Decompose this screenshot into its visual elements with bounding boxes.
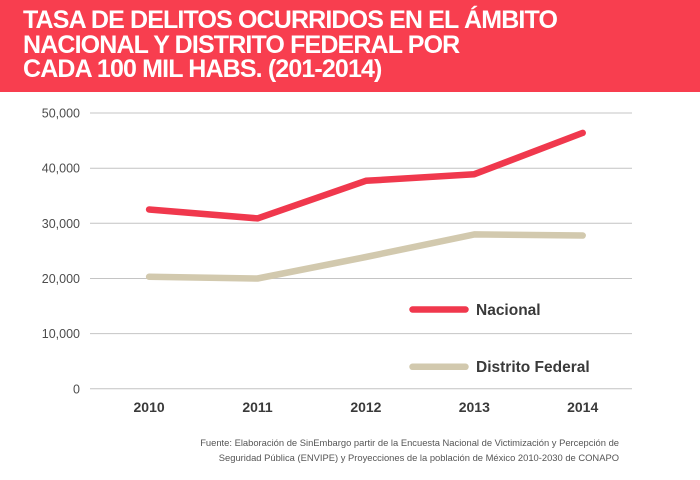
svg-text:2012: 2012	[350, 399, 381, 415]
svg-text:50,000: 50,000	[42, 107, 80, 121]
svg-text:Distrito Federal: Distrito Federal	[476, 359, 590, 376]
svg-text:2014: 2014	[567, 399, 598, 415]
svg-text:2011: 2011	[242, 399, 273, 415]
svg-text:2013: 2013	[459, 399, 490, 415]
svg-text:40,000: 40,000	[42, 162, 80, 176]
svg-text:2010: 2010	[134, 399, 165, 415]
svg-text:30,000: 30,000	[42, 217, 80, 231]
svg-text:0: 0	[73, 382, 80, 396]
svg-text:20,000: 20,000	[42, 272, 80, 286]
svg-text:10,000: 10,000	[42, 327, 80, 341]
svg-text:Nacional: Nacional	[476, 302, 541, 319]
